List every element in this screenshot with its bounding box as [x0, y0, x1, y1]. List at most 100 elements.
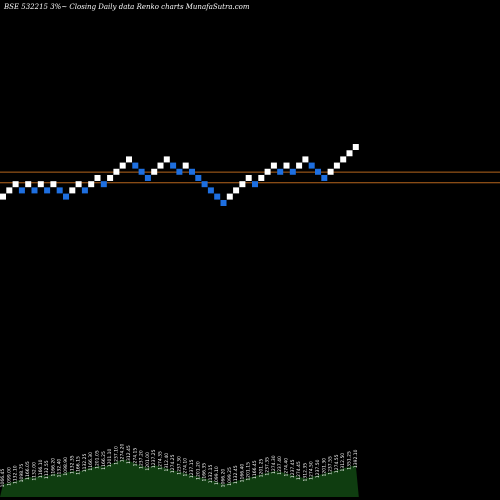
volume-label: 1237.15 — [189, 459, 195, 478]
renko-brick-up — [163, 156, 170, 163]
volume-label: 1237.25 — [151, 449, 157, 468]
volume-label: 1166.15 — [76, 456, 82, 475]
renko-brick-down — [308, 162, 315, 169]
renko-brick-down — [176, 168, 183, 175]
renko-brick-down — [214, 193, 221, 200]
renko-brick-up — [151, 168, 158, 175]
volume-label: 1237.45 — [290, 459, 296, 478]
renko-brick-down — [100, 181, 107, 188]
renko-brick-down — [277, 168, 284, 175]
volume-label: 1132.40 — [57, 459, 63, 478]
renko-brick-up — [340, 156, 347, 163]
renko-brick-up — [88, 181, 95, 188]
volume-label: 1274.10 — [183, 458, 189, 477]
volume-label: 1237.30 — [176, 456, 182, 475]
renko-brick-up — [94, 174, 101, 181]
renko-brick-up — [69, 187, 76, 194]
renko-brick-up — [182, 162, 189, 169]
volume-label: 1274.55 — [334, 454, 340, 473]
volume-label: 1201.05 — [95, 450, 101, 469]
volume-label: 1312.50 — [340, 453, 346, 472]
renko-brick-down — [81, 187, 88, 194]
renko-brick-up — [239, 181, 246, 188]
volume-label: 1274.30 — [271, 455, 277, 474]
volume-label: 1132.35 — [69, 455, 75, 474]
volume-label: 1274.45 — [296, 461, 302, 480]
renko-brick-down — [144, 174, 151, 181]
chart-title: BSE 532215 3%~ Closing Daily data Renko … — [4, 3, 250, 11]
renko-brick-down — [138, 168, 145, 175]
renko-brick-up — [245, 174, 252, 181]
renko-brick-down — [170, 162, 177, 169]
volume-label: 1201.20 — [195, 461, 201, 480]
volume-label: 1237.10 — [113, 446, 119, 465]
volume-label: 1166.45 — [252, 460, 258, 479]
renko-brick-up — [302, 156, 309, 163]
volume-label: 1166.05 — [25, 461, 31, 480]
volume-label: 1166.40 — [239, 464, 245, 483]
volume-label: 1132.00 — [32, 462, 38, 481]
volume-label: 1098.90 — [63, 457, 69, 476]
volume-label: 1098.75 — [19, 464, 25, 483]
volume-label: 1099.25 — [227, 467, 233, 486]
renko-brick-up — [75, 181, 82, 188]
renko-brick-up — [258, 174, 265, 181]
renko-brick-up — [50, 181, 57, 188]
volume-label: 1132.15 — [208, 464, 214, 483]
renko-brick-down — [195, 174, 202, 181]
renko-brick-down — [315, 168, 321, 175]
volume-label: 1274.15 — [132, 448, 138, 467]
renko-brick-down — [321, 174, 328, 181]
renko-brick-up — [0, 193, 6, 200]
volume-label: 1166.20 — [50, 458, 56, 477]
volume-label: 1274.25 — [170, 454, 176, 473]
volume-label: 1099.00 — [6, 467, 12, 486]
volume-label: 1166.30 — [88, 452, 94, 471]
volume-label: 1166.10 — [38, 459, 44, 478]
volume-label: 1274.35 — [158, 451, 164, 470]
volume-label: 1237.50 — [315, 459, 321, 478]
renko-brick-up — [113, 168, 120, 175]
renko-brick-up — [327, 168, 334, 175]
volume-label: 1201.10 — [107, 448, 113, 467]
volume-label: 1237.20 — [139, 450, 145, 469]
volume-label: 1132.10 — [13, 465, 19, 484]
renko-brick-up — [25, 181, 32, 188]
volume-label: 1099.10 — [214, 466, 220, 485]
volume-label: 1132.45 — [233, 465, 239, 484]
volume-label: 1312.40 — [164, 453, 170, 472]
volume-label: 1066.45 — [0, 469, 6, 488]
renko-brick-up — [264, 168, 271, 175]
renko-brick-up — [6, 187, 13, 194]
volume-label: 1166.35 — [202, 463, 208, 482]
renko-brick-down — [63, 193, 69, 200]
volume-label: 1351.25 — [347, 451, 353, 470]
volume-label: 1274.40 — [284, 458, 290, 477]
renko-brick-up — [352, 144, 359, 150]
volume-label: 1201.25 — [258, 459, 264, 478]
renko-brick-down — [207, 187, 214, 194]
renko-brick-up — [333, 162, 340, 169]
renko-brick-down — [56, 187, 63, 194]
renko-brick-down — [18, 187, 25, 194]
volume-label: 1312.45 — [126, 445, 132, 464]
volume-label: 1201.00 — [145, 452, 151, 471]
volume-label: 1392.10 — [353, 449, 359, 468]
volume-label: 1132.25 — [82, 454, 88, 473]
volume-label: 1201.30 — [321, 458, 327, 477]
volume-area — [0, 459, 359, 497]
volume-label: 1312.35 — [302, 463, 308, 482]
renko-brick-up — [270, 162, 277, 169]
renko-brick-up — [296, 162, 303, 169]
renko-brick-down — [31, 187, 38, 194]
renko-brick-up — [37, 181, 44, 188]
renko-brick-up — [233, 187, 240, 194]
renko-brick-up — [157, 162, 164, 169]
volume-label: 1201.15 — [246, 462, 252, 481]
renko-brick-down — [189, 168, 195, 175]
renko-brick-down — [220, 200, 227, 206]
renko-brick-up — [119, 162, 126, 169]
renko-brick-up — [126, 156, 132, 163]
renko-brick-down — [44, 187, 51, 194]
